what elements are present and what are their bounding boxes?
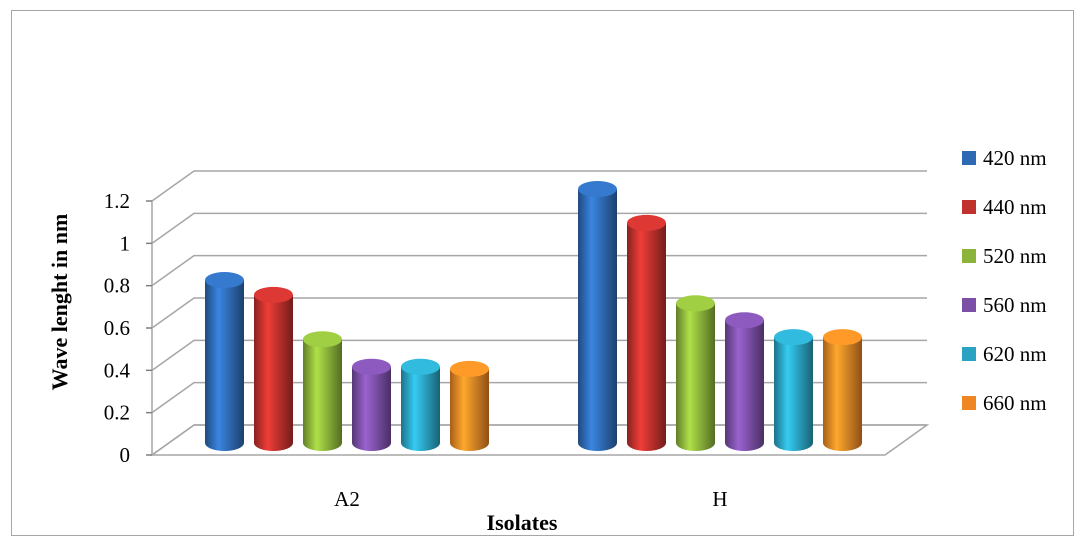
gridline	[151, 212, 927, 244]
legend-item: 620 nm	[962, 342, 1047, 366]
y-tick-label: 0.2	[104, 401, 130, 425]
bar	[205, 272, 244, 451]
bar	[450, 360, 489, 451]
legend-swatch	[962, 347, 976, 361]
bar	[725, 312, 764, 451]
legend-label: 560 nm	[983, 293, 1047, 317]
bar	[578, 181, 617, 451]
legend-label: 520 nm	[983, 244, 1047, 268]
y-tick-label: 0.8	[104, 274, 130, 298]
bars	[205, 181, 862, 451]
bar	[774, 329, 813, 451]
x-axis: A2 H	[334, 487, 727, 511]
y-tick-label: 0.6	[104, 316, 130, 340]
legend-item: 660 nm	[962, 391, 1047, 415]
legend-swatch	[962, 151, 976, 165]
bar	[401, 358, 440, 451]
bar	[352, 358, 391, 451]
legend-item: 440 nm	[962, 195, 1047, 219]
bar	[676, 295, 715, 451]
bar	[627, 214, 666, 451]
legend-label: 420 nm	[983, 146, 1047, 170]
bar	[254, 286, 293, 451]
y-axis-title: Wave lenght in nm	[47, 214, 72, 391]
legend-swatch	[962, 200, 976, 214]
y-tick-label: 0.4	[104, 358, 131, 382]
x-tick-label: A2	[334, 487, 360, 511]
gridline	[151, 170, 927, 202]
chart-frame	[11, 10, 1074, 536]
gridline	[151, 254, 927, 287]
bar	[303, 331, 342, 451]
y-axis: 0 0.2 0.4 0.6 0.8 1 1.2	[104, 189, 152, 467]
legend-label: 440 nm	[983, 195, 1047, 219]
x-tick-label: H	[712, 487, 727, 511]
y-tick-label: 1	[120, 231, 131, 255]
legend-swatch	[962, 249, 976, 263]
x-axis-title: Isolates	[487, 510, 558, 535]
legend-item: 560 nm	[962, 293, 1047, 317]
y-tick-label: 1.2	[104, 189, 130, 213]
y-tick-label: 0	[120, 443, 131, 467]
legend-item: 420 nm	[962, 146, 1047, 170]
bar	[823, 329, 862, 451]
legend: 420 nm 440 nm 520 nm 560 nm 620 nm 660 nm	[962, 146, 1047, 415]
legend-item: 520 nm	[962, 244, 1047, 268]
legend-label: 620 nm	[983, 342, 1047, 366]
chart-floor	[149, 424, 930, 456]
legend-label: 660 nm	[983, 391, 1047, 415]
legend-swatch	[962, 298, 976, 312]
legend-swatch	[962, 396, 976, 410]
